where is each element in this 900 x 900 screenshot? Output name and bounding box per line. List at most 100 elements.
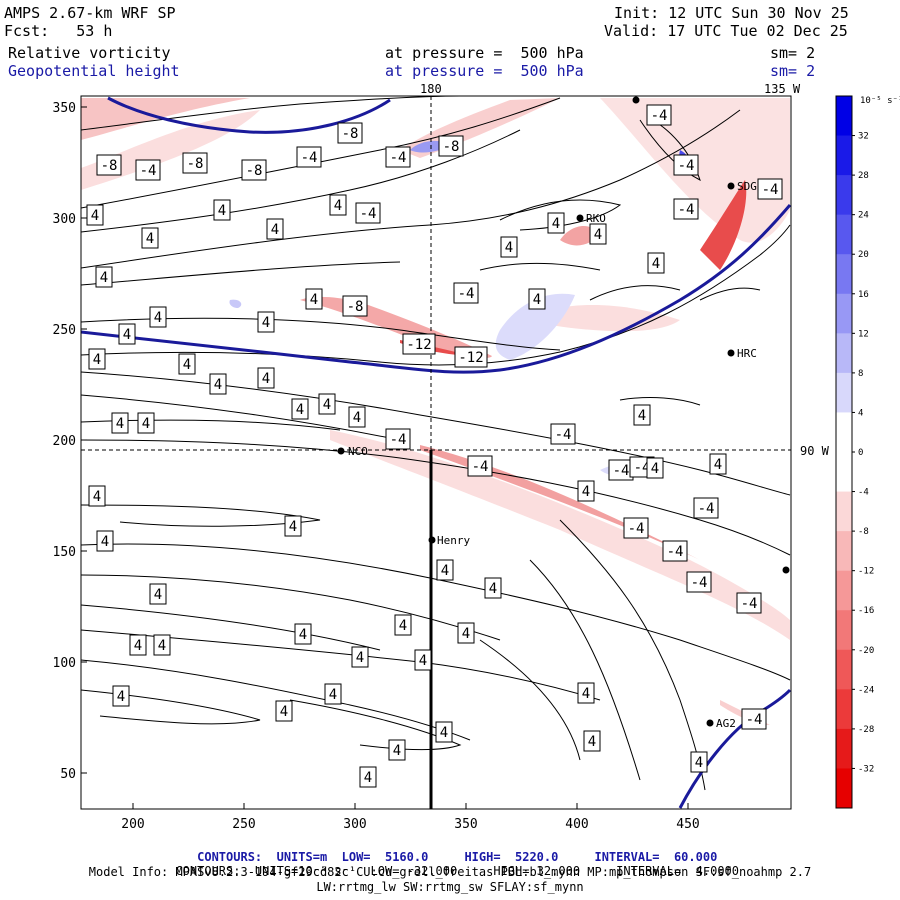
colorbar-swatch <box>836 649 852 690</box>
footer-height-high: HIGH= 5220.0 <box>464 850 559 864</box>
contour-label: 4 <box>547 212 565 234</box>
valid-time: Valid: 17 UTC Tue 02 Dec 25 <box>604 22 848 40</box>
svg-text:4: 4 <box>154 310 162 326</box>
x-tick-label: 350 <box>454 817 477 832</box>
colorbar-swatch <box>836 610 852 651</box>
contour-label: -12 <box>402 333 436 355</box>
station-hrc[interactable]: HRC <box>727 347 757 360</box>
colorbar-swatch <box>836 452 852 493</box>
colorbar: 32 28 24 20 16 12 8 4 0 -4 -8 -12 -16 -20 -24 -28 -32 <box>835 95 874 809</box>
contour-label: 4 <box>305 288 323 310</box>
svg-text:4: 4 <box>695 755 703 771</box>
svg-text:4: 4 <box>271 222 279 238</box>
contour-label: 4 <box>324 683 342 705</box>
contour-label: -8 <box>337 122 363 144</box>
svg-text:RKO: RKO <box>586 212 606 225</box>
svg-text:4: 4 <box>289 519 297 535</box>
svg-text:-4: -4 <box>678 202 695 218</box>
colorbar-swatch <box>836 531 852 572</box>
contour-label: -8 <box>96 154 122 176</box>
colorbar-label: -28 <box>858 725 874 735</box>
svg-text:-4: -4 <box>678 158 695 174</box>
svg-text:4: 4 <box>505 240 513 256</box>
contour-label: 4 <box>209 373 227 395</box>
station-marker[interactable] <box>782 566 790 574</box>
contour-label: 4 <box>257 311 275 333</box>
y-tick-label: 300 <box>53 212 76 227</box>
svg-text:4: 4 <box>158 638 166 654</box>
svg-text:-4: -4 <box>390 432 407 448</box>
colorbar-swatch <box>836 254 852 295</box>
svg-text:4: 4 <box>652 256 660 272</box>
contour-label: -4 <box>296 146 322 168</box>
contour-label: -4 <box>646 104 672 126</box>
svg-text:4: 4 <box>441 563 449 579</box>
contour-label: 4 <box>95 266 113 288</box>
svg-text:AG2: AG2 <box>716 717 736 730</box>
contour-label: 4 <box>291 398 309 420</box>
svg-text:4: 4 <box>533 292 541 308</box>
contour-label: 4 <box>394 614 412 636</box>
y-tick-label: 50 <box>60 767 76 782</box>
axis-ticks <box>81 106 689 809</box>
colorbar-label: 12 <box>858 329 869 339</box>
svg-text:4: 4 <box>329 687 337 703</box>
svg-text:4: 4 <box>262 315 270 331</box>
x-tick-label: 450 <box>676 817 699 832</box>
contour-label: -8 <box>438 135 464 157</box>
contour-label: 4 <box>153 634 171 656</box>
svg-text:4: 4 <box>364 770 372 786</box>
contour-label: 4 <box>348 406 366 428</box>
contour-label: -4 <box>673 198 699 220</box>
contour-label: 4 <box>359 766 377 788</box>
svg-text:-4: -4 <box>390 150 407 166</box>
contour-label: 4 <box>484 577 502 599</box>
station-ag2[interactable]: AG2 <box>706 717 736 730</box>
svg-text:4: 4 <box>356 650 364 666</box>
colorbar-label: -32 <box>858 764 874 774</box>
contour-label: 4 <box>528 288 546 310</box>
colorbar-label: 20 <box>858 250 869 260</box>
field1-level: at pressure = 500 hPa <box>385 44 584 62</box>
contour-label: 4 <box>129 634 147 656</box>
y-tick-label: 100 <box>53 656 76 671</box>
svg-text:4: 4 <box>117 689 125 705</box>
svg-text:4: 4 <box>146 231 154 247</box>
svg-text:4: 4 <box>419 653 427 669</box>
contour-label: 4 <box>646 457 664 479</box>
station-nco[interactable]: NCO <box>337 445 368 458</box>
station-rko[interactable]: RKO <box>576 212 606 225</box>
station-marker[interactable] <box>632 96 640 104</box>
svg-text:4: 4 <box>154 587 162 603</box>
footer-vorticity-contours: CONTOURS: UNITS=10⁻⁵ s⁻¹ LOW= -32.000 HI… <box>0 850 900 878</box>
svg-text:4: 4 <box>93 352 101 368</box>
contour-label: -8 <box>182 152 208 174</box>
contour-label: 4 <box>96 530 114 552</box>
colorbar-swatch <box>836 333 852 374</box>
colorbar-swatch <box>836 135 852 176</box>
contour-label: 4 <box>149 583 167 605</box>
y-tick-label: 350 <box>53 101 76 116</box>
svg-text:4: 4 <box>440 725 448 741</box>
svg-text:4: 4 <box>299 627 307 643</box>
colorbar-label: 32 <box>858 132 869 142</box>
colorbar-label: -20 <box>858 646 874 656</box>
svg-text:4: 4 <box>280 704 288 720</box>
contour-label: 4 <box>266 218 284 240</box>
colorbar-swatch <box>836 491 852 532</box>
svg-text:4: 4 <box>353 410 361 426</box>
svg-text:4: 4 <box>334 198 342 214</box>
forecast-hour: Fcst: 53 h <box>4 22 113 40</box>
contour-label: 4 <box>329 194 347 216</box>
contour-label: 4 <box>647 252 665 274</box>
contour-label: 4 <box>275 700 293 722</box>
svg-text:4: 4 <box>116 416 124 432</box>
x-tick-label: 200 <box>121 817 144 832</box>
svg-text:-4: -4 <box>458 286 475 302</box>
svg-text:-12: -12 <box>458 350 483 366</box>
station-sdg[interactable]: SDG <box>727 180 757 193</box>
station-henry[interactable]: Henry <box>428 534 471 547</box>
contour-label: -4 <box>385 146 411 168</box>
